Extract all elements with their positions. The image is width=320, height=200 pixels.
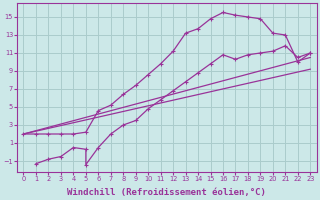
X-axis label: Windchill (Refroidissement éolien,°C): Windchill (Refroidissement éolien,°C) [68,188,266,197]
